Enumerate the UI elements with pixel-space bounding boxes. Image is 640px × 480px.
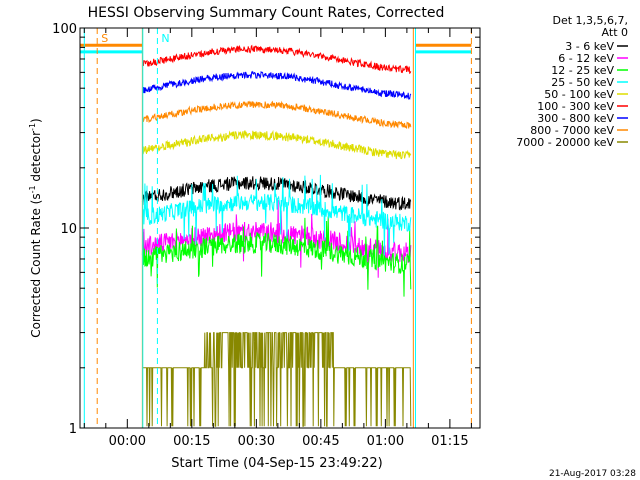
annotation-s: S — [101, 32, 108, 45]
legend-label-4: 50 - 100 keV — [544, 88, 614, 101]
legend-label-7: 800 - 7000 keV — [530, 124, 614, 137]
series-line-2 — [141, 216, 412, 297]
x-tick-label-3: 00:45 — [302, 434, 339, 449]
legend-label-0: 3 - 6 keV — [565, 40, 614, 53]
series-line-5 — [141, 44, 412, 75]
legend-header-1: Att 0 — [602, 26, 628, 39]
series-line-7 — [141, 100, 412, 129]
y-axis-label-main: Corrected Count Rate (s — [29, 193, 43, 337]
y-axis-label: Corrected Count Rate (s-1 detector-1) — [28, 118, 43, 337]
series-line-6 — [141, 70, 412, 100]
legend-label-5: 100 - 300 keV — [537, 100, 614, 113]
legend-label-2: 12 - 25 keV — [551, 64, 614, 77]
x-tick-label-5: 01:15 — [431, 434, 468, 449]
legend-header-0: Det 1,3,5,6,7, — [552, 14, 628, 27]
y-axis-label-sup-2: -1 — [28, 123, 37, 131]
y-tick-label-0: 1 — [69, 422, 77, 437]
y-axis-label-end: ) — [29, 118, 43, 123]
legend-label-1: 6 - 12 keV — [558, 52, 614, 65]
x-tick-label-4: 01:00 — [367, 434, 404, 449]
legend-label-3: 25 - 50 keV — [551, 76, 614, 89]
y-axis-label-sup-1: -1 — [28, 185, 37, 193]
series-line-0 — [141, 176, 412, 211]
y-tick-label-2: 100 — [52, 22, 77, 37]
legend-label-8: 7000 - 20000 keV — [516, 136, 614, 149]
series-line-3 — [141, 174, 412, 256]
series-line-4 — [142, 129, 412, 160]
annotation-n: N — [161, 32, 169, 45]
series-line-8 — [142, 332, 412, 427]
footer-timestamp: 21-Aug-2017 03:28 — [549, 469, 636, 479]
x-axis-label: Start Time (04-Sep-15 23:49:22) — [171, 456, 382, 471]
chart-title: HESSI Observing Summary Count Rates, Cor… — [88, 5, 445, 21]
x-tick-label-1: 00:15 — [173, 434, 210, 449]
legend-label-6: 300 - 800 keV — [537, 112, 614, 125]
x-tick-label-2: 00:30 — [238, 434, 275, 449]
y-tick-label-1: 10 — [60, 222, 77, 237]
y-axis-label-mid: detector — [29, 131, 43, 186]
x-tick-label-0: 00:00 — [109, 434, 146, 449]
axes: 1 10 100 00:00 00:15 00:30 00:45 01:00 01:15 — [52, 22, 481, 449]
